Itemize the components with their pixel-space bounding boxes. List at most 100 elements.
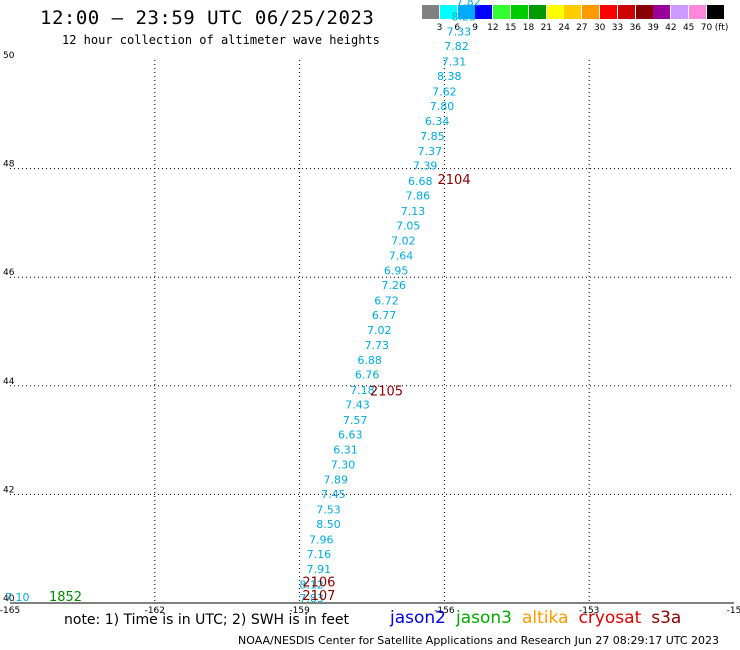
x-tick-label: -156 bbox=[434, 606, 455, 616]
color-swatch bbox=[706, 5, 724, 19]
color-scale-label: 70 bbox=[700, 23, 713, 33]
y-tick-label: 46 bbox=[3, 268, 15, 278]
swh-value-label: 7.80 bbox=[430, 100, 455, 113]
swh-value-label: 7.53 bbox=[316, 503, 341, 516]
pass-time-label: 2104 bbox=[438, 173, 471, 188]
chart-subtitle: 12 hour collection of altimeter wave hei… bbox=[62, 33, 380, 47]
color-scale-label: 9 bbox=[472, 23, 478, 33]
y-tick-label: 44 bbox=[3, 377, 15, 387]
color-scale-label: 12 bbox=[487, 23, 499, 33]
color-swatch bbox=[671, 5, 689, 19]
swh-value-label: 7.86 bbox=[406, 190, 431, 203]
swh-value-label: 7.02 bbox=[367, 324, 392, 337]
mission-altika: altika bbox=[522, 608, 569, 628]
mission-legend: jason2 jason3 altika cryosat s3a bbox=[390, 608, 691, 628]
color-scale-label: 42 bbox=[665, 23, 677, 33]
mission-s3a: s3a bbox=[651, 608, 682, 628]
color-swatch bbox=[635, 5, 653, 19]
x-tick-label: -165 bbox=[0, 606, 20, 616]
color-swatch bbox=[422, 5, 439, 19]
y-tick-label: 42 bbox=[3, 485, 14, 495]
color-scale-label: 21 bbox=[540, 23, 553, 33]
swh-value-label: 7.30 bbox=[331, 458, 356, 471]
swh-value-label: 7.16 bbox=[307, 548, 332, 561]
x-tick-label: -162 bbox=[145, 606, 165, 616]
color-scale-label: 39 bbox=[647, 23, 659, 33]
swh-value-label: 8.38 bbox=[437, 70, 462, 83]
color-scale-unit: (ft) bbox=[714, 23, 729, 33]
color-scale-label: 6 bbox=[454, 23, 461, 33]
swh-value-label: 7.64 bbox=[389, 249, 414, 262]
swh-value-label: 7.62 bbox=[432, 85, 457, 98]
color-swatch bbox=[546, 5, 564, 19]
y-tick-label: 40 bbox=[3, 594, 15, 604]
swh-value-label: 7.82 bbox=[444, 40, 469, 53]
swh-value-label: 7.05 bbox=[396, 219, 421, 232]
pass-time-label: 2107 bbox=[302, 589, 335, 604]
swh-value-label: 6.95 bbox=[384, 264, 409, 277]
swh-value-label: 6.72 bbox=[374, 294, 399, 307]
swh-value-label: 7.96 bbox=[309, 533, 334, 546]
swh-value-label: 6.31 bbox=[333, 444, 358, 457]
color-swatch bbox=[439, 5, 457, 19]
units-note: note: 1) Time is in UTC; 2) SWH is in fe… bbox=[64, 612, 350, 628]
swh-value-label: 6.77 bbox=[372, 309, 397, 322]
swh-value-label: 7.37 bbox=[418, 145, 443, 158]
swh-value-label: 7.26 bbox=[381, 279, 406, 292]
swh-value-label: 7.13 bbox=[401, 205, 426, 218]
swh-value-label: 7.73 bbox=[365, 339, 390, 352]
color-swatch bbox=[617, 5, 635, 19]
swh-value-label: 7.45 bbox=[321, 488, 346, 501]
swh-value-label: 6.76 bbox=[355, 369, 380, 382]
x-tick-label: -153 bbox=[579, 606, 599, 616]
credit-line: NOAA/NESDIS Center for Satellite Applica… bbox=[238, 634, 720, 647]
pass-time-label: 2106 bbox=[302, 575, 335, 590]
color-scale-label: 33 bbox=[611, 23, 624, 33]
pass-time-label: 2105 bbox=[370, 385, 403, 400]
mission-jason3: jason3 bbox=[456, 608, 512, 628]
y-tick-label: 48 bbox=[3, 160, 15, 170]
color-scale-label: 45 bbox=[682, 23, 695, 33]
swh-value-label: 7.02 bbox=[391, 235, 416, 248]
color-swatch bbox=[457, 5, 475, 19]
color-swatch bbox=[493, 5, 511, 19]
color-scale-label: 27 bbox=[576, 23, 588, 33]
color-swatch bbox=[528, 5, 546, 19]
swh-value-label: 6.34 bbox=[425, 115, 450, 128]
color-swatch bbox=[653, 5, 671, 19]
chart-title: 12:00 – 23:59 UTC 06/25/2023 bbox=[40, 7, 375, 29]
x-tick-label: -15 bbox=[727, 606, 740, 616]
swh-value-label: 7.91 bbox=[307, 563, 332, 576]
swh-value-label: 8.50 bbox=[316, 518, 341, 531]
color-scale-label: 36 bbox=[629, 23, 642, 33]
color-scale-label: 24 bbox=[558, 23, 570, 33]
swh-value-label: 7.18 bbox=[350, 384, 375, 397]
swh-value-label: 8.12 bbox=[299, 578, 324, 591]
mission-cryosat: cryosat bbox=[578, 608, 642, 628]
swh-value-label: 7.57 bbox=[343, 414, 368, 427]
color-scale-label: 15 bbox=[504, 23, 517, 33]
color-swatch bbox=[689, 5, 706, 19]
pass-time-label: 1852 bbox=[49, 590, 82, 605]
swh-value-label: 6.88 bbox=[357, 354, 382, 367]
swh-value-label: 7.82 bbox=[456, 0, 481, 9]
swh-value-label: 7.33 bbox=[447, 26, 472, 39]
swh-value-label: 7.43 bbox=[345, 399, 370, 412]
color-swatch bbox=[582, 5, 600, 19]
swh-value-label: 7.31 bbox=[442, 55, 467, 68]
color-scale-label: 30 bbox=[593, 23, 606, 33]
swh-value-label: 7.39 bbox=[413, 160, 438, 173]
swh-value-label: 6.68 bbox=[408, 175, 433, 188]
y-tick-label: 50 bbox=[3, 51, 15, 61]
swh-value-label: 7.89 bbox=[324, 474, 349, 487]
color-swatch bbox=[475, 5, 493, 19]
swh-value-label: 7.83 bbox=[299, 592, 324, 605]
mission-jason2: jason2 bbox=[390, 608, 446, 628]
swh-value-label: 7.85 bbox=[420, 130, 445, 143]
swh-value-label: 8.23 bbox=[451, 10, 476, 23]
color-swatch bbox=[600, 5, 617, 19]
color-scale-label: 3 bbox=[436, 23, 443, 33]
color-swatch bbox=[564, 5, 582, 19]
swh-value-label: 7.10 bbox=[5, 591, 30, 604]
